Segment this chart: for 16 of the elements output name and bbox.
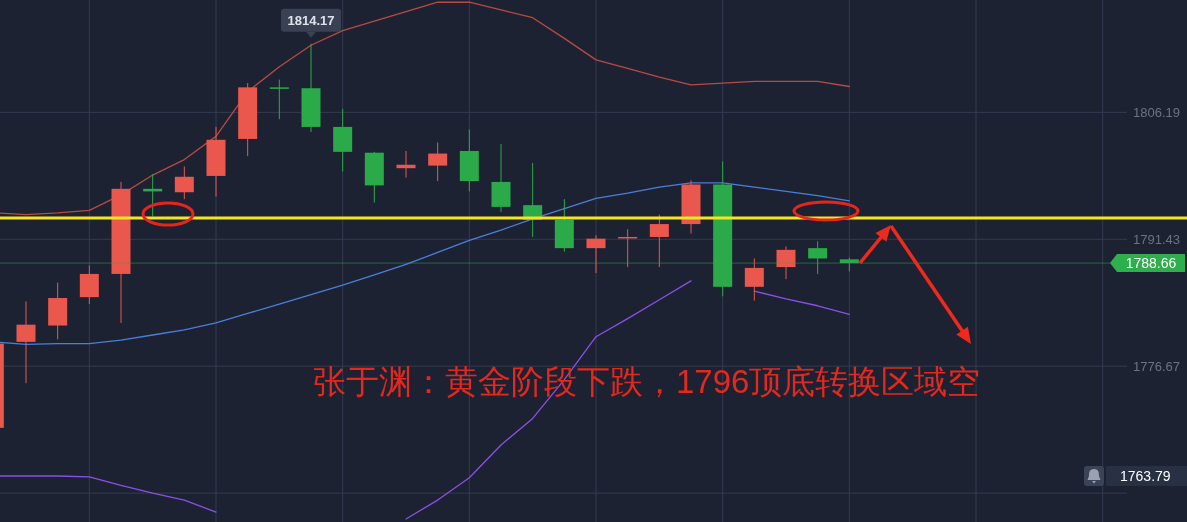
ref-line-label: 1788.66 bbox=[1125, 255, 1177, 272]
y-tick-label: 1776.67 bbox=[1133, 358, 1180, 374]
candlestick bbox=[649, 214, 669, 268]
candlestick bbox=[744, 257, 764, 302]
candlestick bbox=[428, 141, 448, 182]
y-tick-label: 1791.43 bbox=[1133, 231, 1180, 247]
candlestick bbox=[586, 234, 606, 274]
candlestick bbox=[79, 264, 99, 305]
candlestick bbox=[269, 79, 289, 120]
candlestick bbox=[808, 240, 828, 275]
candlestick bbox=[174, 165, 194, 200]
candlestick bbox=[776, 245, 796, 280]
candlestick bbox=[16, 300, 36, 384]
annotation: 1763.79 bbox=[1120, 468, 1171, 484]
y-tick-label: 1806.19 bbox=[1133, 104, 1180, 120]
annotation: 1814.17 bbox=[287, 12, 335, 28]
